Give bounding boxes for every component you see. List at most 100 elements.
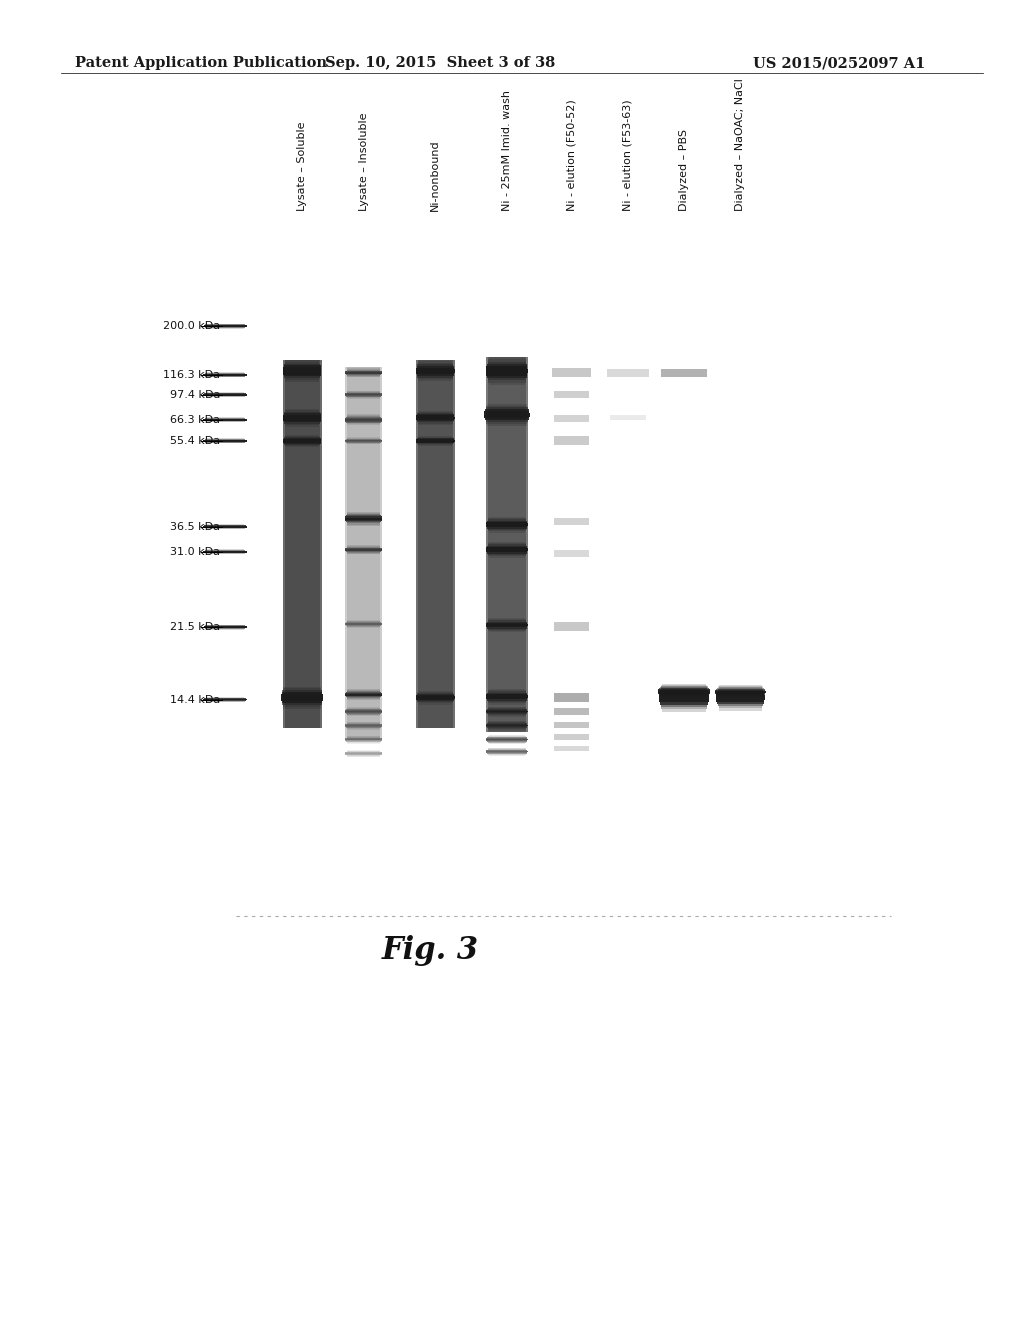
Bar [552,368,591,378]
Bar [487,700,526,701]
Bar [716,697,765,700]
Bar [416,370,455,371]
Bar [660,705,708,708]
Bar [488,704,525,705]
Bar [283,370,322,371]
Bar [486,368,527,371]
Bar [717,702,764,704]
Bar [486,546,527,548]
Bar [717,692,764,693]
Bar [717,700,764,702]
Bar [345,367,382,739]
Bar [487,545,526,546]
Bar [282,701,323,704]
Bar [486,424,527,426]
Bar [662,708,707,709]
Bar [281,696,324,697]
Text: 14.4 kDa: 14.4 kDa [170,694,220,705]
Bar [487,544,526,545]
Bar [418,360,453,363]
Text: 66.3 kDa: 66.3 kDa [170,414,220,425]
Bar [554,708,589,715]
Bar [285,409,319,411]
Bar [719,709,762,710]
Text: 97.4 kDa: 97.4 kDa [170,389,220,400]
Bar [485,420,528,422]
Bar [283,705,322,706]
Bar [488,532,525,533]
Bar [347,367,380,739]
Bar [417,374,454,376]
Bar [607,368,648,378]
Bar [486,404,527,405]
Bar [418,360,453,727]
Bar [719,686,762,689]
Bar [554,622,589,631]
Bar [554,391,589,399]
Bar [486,422,527,424]
Bar [285,411,319,412]
Bar [283,420,322,421]
Text: 31.0 kDa: 31.0 kDa [170,546,220,557]
Bar [486,525,527,528]
Bar [284,366,321,367]
Bar [717,693,764,696]
Bar [283,360,322,727]
Bar [486,697,527,698]
Text: Sep. 10, 2015  Sheet 3 of 38: Sep. 10, 2015 Sheet 3 of 38 [326,57,555,70]
Text: Dialyzed – PBS: Dialyzed – PBS [679,129,689,211]
Text: Ni - 25mM Imid. wash: Ni - 25mM Imid. wash [502,90,512,211]
Bar [284,706,321,709]
Bar [609,416,646,420]
Bar [285,376,319,379]
Bar [485,408,528,409]
Bar [487,554,526,556]
Bar [484,411,529,413]
Bar [486,524,527,525]
Text: Ni-nonbound: Ni-nonbound [430,140,440,211]
Bar [285,425,319,426]
Bar [660,688,708,690]
Bar [285,412,319,413]
Bar [487,701,526,702]
Bar [554,416,589,422]
Bar [285,380,319,381]
Bar [285,363,319,366]
Bar [484,414,529,417]
Bar [658,696,710,697]
Text: Patent Application Publication: Patent Application Publication [75,57,327,70]
Bar [486,548,527,549]
Bar [487,378,526,380]
Bar [662,709,707,711]
Bar [283,367,322,370]
Bar [488,556,525,557]
Bar [283,690,322,692]
Bar [488,690,525,692]
Bar [416,372,455,374]
Bar [718,704,763,706]
Bar [487,376,526,378]
Bar [486,374,527,376]
Bar [488,359,525,362]
Bar [283,416,322,417]
Bar [283,689,322,690]
Bar [486,356,527,731]
Bar [488,702,525,704]
Bar [488,541,525,543]
Bar [283,372,322,375]
Bar [283,371,322,372]
Bar [659,702,709,705]
Bar [487,364,526,366]
Bar [484,413,529,414]
Text: 200.0 kDa: 200.0 kDa [163,321,220,331]
Bar [417,366,454,367]
Text: 116.3 kDa: 116.3 kDa [163,370,220,380]
Bar [284,413,321,414]
Bar [283,414,322,416]
Bar [486,366,527,368]
Bar [554,437,589,445]
Text: 55.4 kDa: 55.4 kDa [170,436,220,446]
Bar [554,722,589,727]
Bar [659,690,709,693]
Bar [485,409,528,411]
